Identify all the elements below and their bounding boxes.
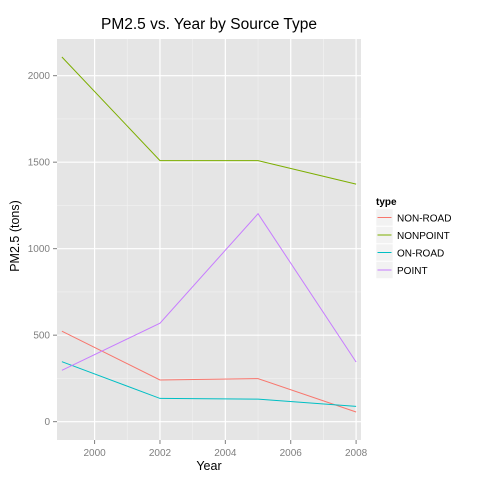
x-tick-label: 2000 <box>83 448 106 459</box>
legend-item-on-road: ON-ROAD <box>375 243 444 262</box>
y-axis-title: PM2.5 (tons) <box>8 200 22 272</box>
x-tick-label: 2002 <box>149 448 172 459</box>
chart-title: PM2.5 vs. Year by Source Type <box>101 16 317 33</box>
minor-gridlines <box>57 39 361 440</box>
x-tick-label: 2006 <box>280 448 303 459</box>
legend-items: NON-ROAD NONPOINT ON-ROAD POINT <box>375 208 451 279</box>
y-tick-label: 1000 <box>28 244 51 255</box>
legend-item-point: POINT <box>375 261 428 279</box>
series-lines <box>61 56 357 413</box>
legend-label: NON-ROAD <box>397 214 451 225</box>
y-tick-label: 0 <box>44 417 50 428</box>
plot-panel-background <box>57 39 361 440</box>
series-line-point <box>61 212 357 371</box>
x-axis: 2000 2002 2004 2006 2008 <box>83 440 368 459</box>
y-tick-label: 2000 <box>28 71 51 82</box>
legend-label: NONPOINT <box>397 231 450 242</box>
y-axis: 0 500 1000 1500 2000 <box>28 71 57 428</box>
legend-label: ON-ROAD <box>397 249 444 260</box>
y-tick-label: 500 <box>33 331 50 342</box>
legend-label: POINT <box>397 266 428 277</box>
series-line-non-road <box>61 330 357 413</box>
legend-item-nonpoint: NONPOINT <box>375 226 450 244</box>
legend-title: type <box>376 197 397 208</box>
y-tick-label: 1500 <box>28 158 51 169</box>
series-line-nonpoint <box>61 56 357 185</box>
major-gridlines <box>57 39 361 440</box>
series-line-on-road <box>61 361 357 407</box>
x-tick-label: 2004 <box>214 448 237 459</box>
legend: type NON-ROAD NONPOINT ON-ROAD POINT <box>375 197 451 279</box>
x-axis-title: Year <box>196 459 221 473</box>
plot-panel <box>57 39 361 440</box>
legend-item-non-road: NON-ROAD <box>375 208 451 227</box>
x-tick-label: 2008 <box>345 448 368 459</box>
